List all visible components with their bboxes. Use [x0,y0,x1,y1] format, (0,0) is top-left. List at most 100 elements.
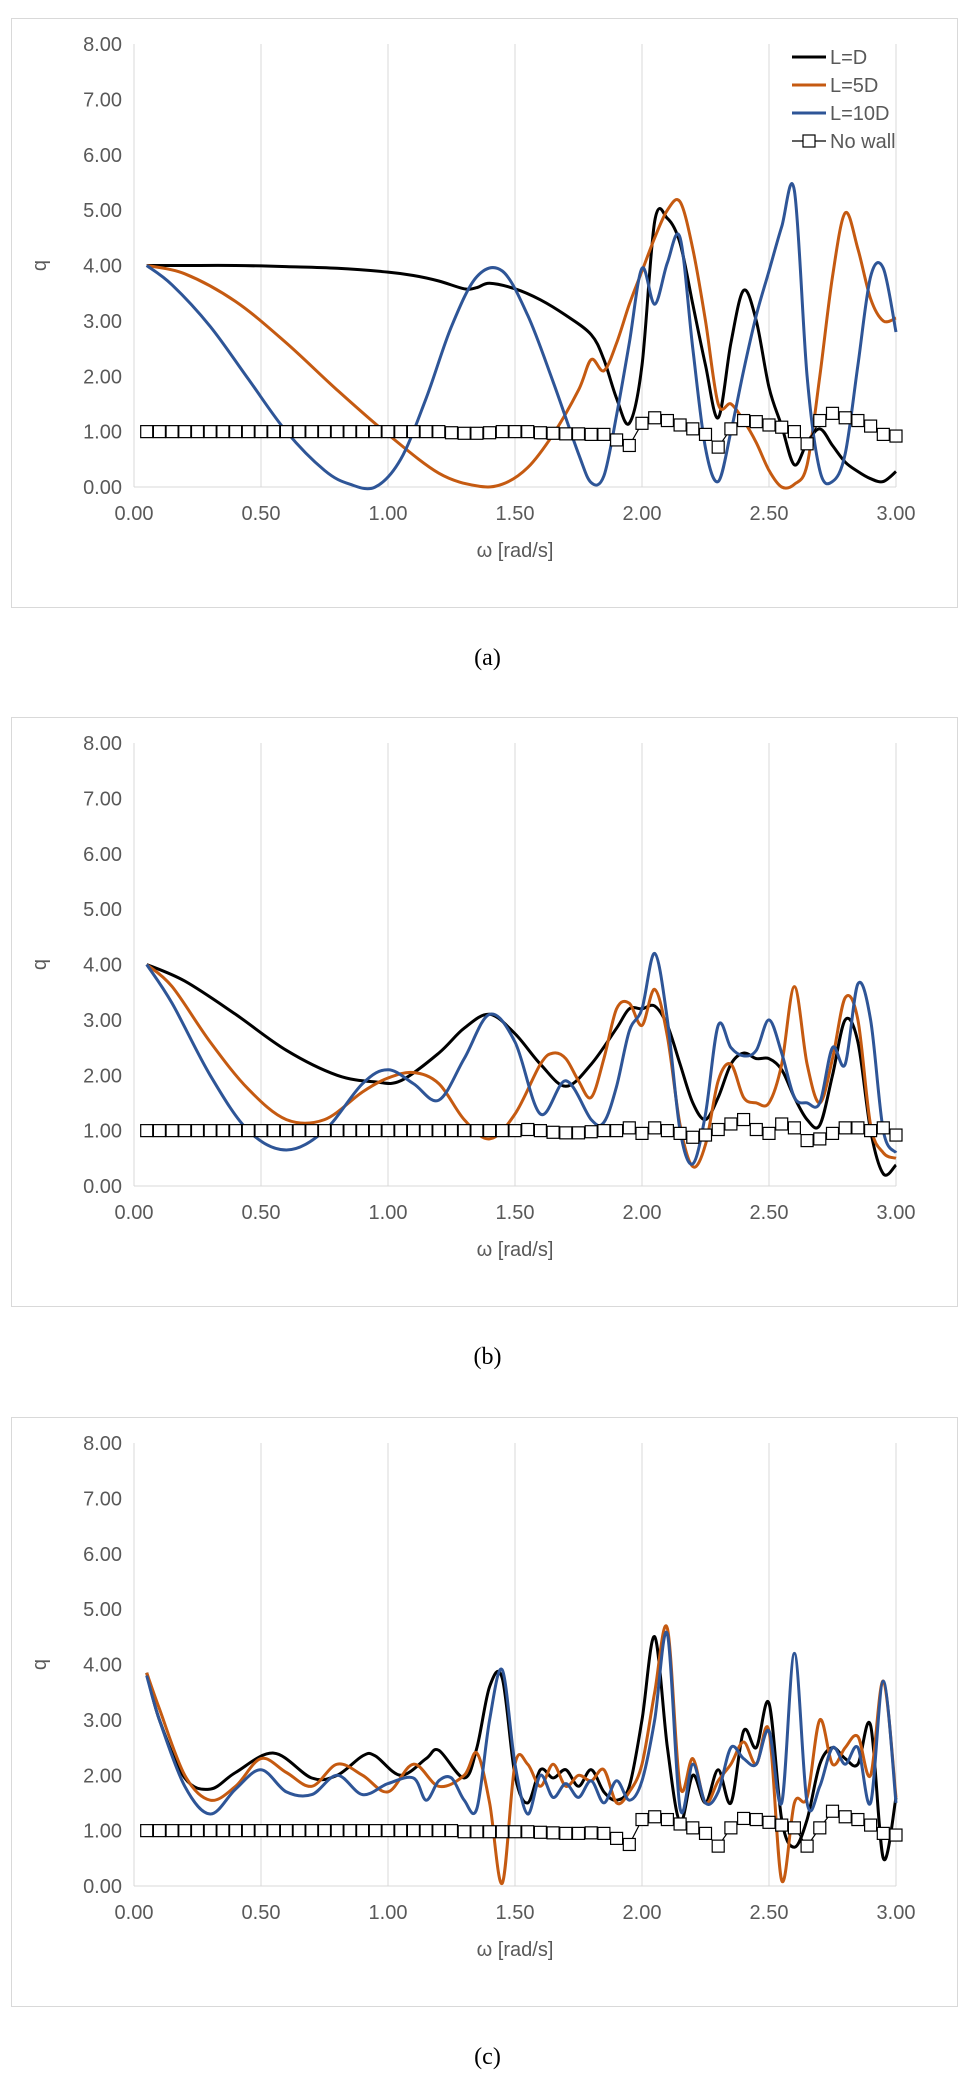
data-point-no-wall [457,1124,471,1138]
data-point-no-wall [457,1825,471,1839]
data-point-no-wall [838,411,852,425]
data-point-no-wall [457,426,471,440]
data-point-no-wall [851,413,865,428]
data-point-no-wall [470,426,484,440]
data-point-no-wall [229,1124,243,1138]
x-tick-label: 3.00 [877,1202,916,1224]
data-point-no-wall [597,1826,611,1840]
data-point-no-wall [406,425,420,439]
y-tick-label: 7.00 [83,1488,122,1510]
x-tick-label: 1.50 [496,1902,535,1924]
data-point-no-wall [241,1124,255,1138]
x-tick-label: 2.00 [623,1202,662,1224]
chart-panel-c: 0.00 0.50 1.00 1.50 2.00 2.50 3.00 0.00 1.00 2.00… [11,1417,958,2007]
data-point-no-wall [584,1826,598,1840]
x-tick-label: 1.50 [496,1202,535,1224]
data-point-no-wall [216,1824,230,1838]
data-point-no-wall [343,1824,357,1838]
data-point-no-wall [305,1824,319,1838]
data-point-no-wall [825,1126,840,1140]
data-point-no-wall [787,1821,802,1835]
data-point-no-wall [609,433,624,447]
data-point-no-wall [597,1124,611,1138]
data-point-no-wall [343,1124,357,1138]
x-axis-label: ω [rad/s] [477,540,554,562]
legend-label: L=5D [830,75,878,97]
data-point-no-wall [609,1831,624,1845]
data-point-no-wall [686,1130,700,1144]
series-line-l-d [146,963,898,1177]
data-point-no-wall [825,406,840,420]
data-point-no-wall [178,1824,192,1838]
data-point-no-wall [356,1124,370,1138]
data-point-no-wall [635,1126,649,1140]
data-point-no-wall [394,1824,408,1838]
data-point-no-wall [622,438,636,453]
data-point-no-wall [381,425,395,439]
data-point-no-wall [660,1812,675,1827]
data-point-no-wall [229,1824,243,1838]
series-line-l-d [146,207,897,484]
data-point-no-wall [521,1825,535,1839]
data-point-no-wall [267,1824,281,1838]
data-point-no-wall [673,1817,687,1831]
data-point-no-wall [698,427,713,441]
x-tick-label: 2.00 [623,503,662,525]
data-point-no-wall [152,1824,166,1838]
y-tick-label: 6.00 [83,844,122,866]
series-line-l-5d [145,1624,898,1885]
data-point-no-wall [241,425,255,439]
data-point-no-wall [508,1825,522,1839]
chart-svg-c: 0.00 0.50 1.00 1.50 2.00 2.50 3.00 0.00 1.00 2.00… [29,1433,915,1961]
x-tick-label: 3.00 [877,503,916,525]
y-tick-label: 8.00 [83,34,122,56]
data-point-no-wall [279,1124,293,1138]
y-tick-label: 0.00 [83,477,122,499]
data-point-no-wall [863,419,878,433]
series-line-l-5d [145,963,897,1169]
legend-label: No wall [830,131,896,153]
data-point-no-wall [495,425,509,439]
data-point-no-wall [876,427,890,441]
data-point-no-wall [432,1124,446,1138]
data-point-no-wall [330,425,344,439]
data-point-no-wall [292,425,306,439]
data-point-no-wall [559,1826,573,1840]
data-point-no-wall [381,1124,395,1138]
y-axis-label: q [29,260,51,271]
data-point-no-wall [419,1124,433,1138]
data-point-no-wall [571,1826,586,1840]
data-point-no-wall [635,1812,649,1827]
data-point-no-wall [432,1824,446,1838]
data-point-no-wall [863,1124,878,1138]
data-point-no-wall [203,425,217,439]
data-point-no-wall [762,1815,776,1829]
data-point-no-wall [609,1124,624,1138]
data-point-no-wall [813,1132,827,1146]
data-point-no-wall [190,1824,205,1838]
data-point-no-wall [419,425,433,439]
data-point-no-wall [889,1128,903,1142]
y-axis-label: q [29,1659,51,1670]
data-point-no-wall [190,425,205,439]
data-point-no-wall [330,1824,344,1838]
data-point-no-wall [279,425,293,439]
y-tick-label: 4.00 [83,256,122,278]
data-point-no-wall [305,425,319,439]
data-point-no-wall [800,1839,814,1853]
data-point-no-wall [863,1818,878,1832]
data-point-no-wall [406,1124,420,1138]
data-point-no-wall [533,1825,548,1839]
data-point-no-wall [216,1124,230,1138]
data-point-no-wall [190,1124,205,1138]
data-point-no-wall [368,425,382,439]
data-point-no-wall [317,1824,332,1838]
data-point-no-wall [483,1124,497,1138]
data-point-no-wall [851,1121,865,1135]
data-point-no-wall [495,1124,509,1138]
data-point-no-wall [394,425,408,439]
data-point-no-wall [279,1824,293,1838]
data-point-no-wall [483,1825,497,1839]
y-tick-label: 4.00 [83,955,122,977]
data-point-no-wall [483,426,497,440]
